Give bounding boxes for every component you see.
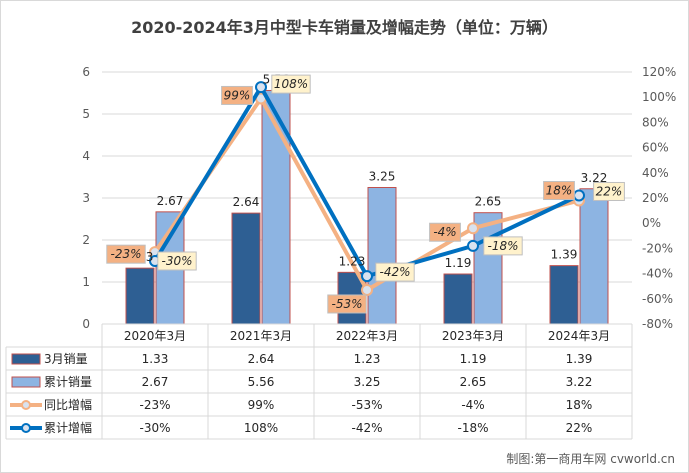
legend-label: 累计增幅	[44, 420, 92, 435]
table-cell: 22%	[566, 421, 593, 435]
x-tick-label: 2024年3月	[548, 329, 610, 343]
data-label-cumulative-sales: 2.65	[475, 195, 502, 209]
data-label-cumulative-growth-box	[375, 262, 415, 282]
legend-key-marker	[21, 423, 31, 433]
data-label-monthly-sales: 1.19	[445, 256, 472, 270]
legend-label: 累计销量	[44, 375, 92, 389]
y-left-tick-label: 1	[82, 275, 90, 289]
legend-key-marker	[21, 400, 31, 410]
legend-key-bar	[11, 376, 41, 388]
data-label-yoy-growth-box	[106, 244, 146, 264]
line-yoy-growth	[153, 96, 580, 292]
line-cumulative-growth-point	[255, 81, 267, 94]
y-right-tick-label: 120%	[642, 65, 676, 79]
bar-cumulative-sales	[579, 188, 609, 325]
table-cell: -30%	[139, 421, 170, 435]
data-label-yoy-growth: 99%	[224, 88, 251, 102]
y-right-tick-label: 0%	[642, 216, 661, 230]
data-label-yoy-growth-box	[221, 85, 253, 105]
x-tick-label: 2022年3月	[336, 329, 398, 343]
bar-monthly-sales	[125, 267, 155, 325]
bar-monthly-sales	[231, 212, 261, 325]
line-yoy-growth-point	[467, 222, 479, 235]
data-label-monthly-sales: 1.39	[551, 248, 578, 262]
table-cell: 99%	[248, 398, 275, 412]
data-label-monthly-sales: 1.23	[339, 254, 366, 268]
data-label-yoy-growth: -53%	[331, 297, 362, 311]
table-cell: -4%	[461, 398, 484, 412]
table-cell: 2.65	[460, 375, 487, 389]
bar-monthly-sales	[549, 265, 579, 325]
y-right-tick-label: -60%	[642, 292, 673, 306]
line-cumulative-growth-point	[573, 189, 585, 202]
x-tick-label: 2023年3月	[442, 329, 504, 343]
data-label-cumulative-sales: 3.22	[581, 171, 608, 185]
y-left-tick-label: 3	[82, 191, 90, 205]
data-label-cumulative-growth: -30%	[161, 254, 192, 268]
chart-title: 2020-2024年3月中型卡车销量及增幅走势（单位：万辆）	[131, 18, 558, 37]
y-left-tick-label: 2	[82, 233, 90, 247]
table-cell: 2.67	[142, 375, 169, 389]
data-label-cumulative-growth-box	[593, 181, 625, 201]
data-label-yoy-growth-box	[543, 181, 575, 201]
x-tick-label: 2020年3月	[124, 329, 186, 343]
y-left-tick-label: 0	[82, 317, 90, 331]
y-right-tick-label: -40%	[642, 267, 673, 281]
table-cell: 3.25	[354, 375, 381, 389]
y-right-tick-label: 100%	[642, 90, 676, 104]
data-label-yoy-growth: 18%	[546, 184, 573, 198]
table-cell: 3.22	[566, 375, 593, 389]
table-cell: 108%	[244, 421, 278, 435]
y-right-tick-label: 60%	[642, 141, 669, 155]
legend-key-bar	[11, 353, 41, 365]
data-label-yoy-growth-box	[327, 294, 367, 314]
bar-monthly-sales	[443, 273, 473, 325]
data-label-yoy-growth-box	[429, 222, 461, 242]
data-label-cumulative-sales: 2.67	[157, 194, 184, 208]
data-label-cumulative-growth: -18%	[487, 239, 518, 253]
table-cell: 18%	[566, 398, 593, 412]
data-label-cumulative-growth-box	[271, 74, 311, 94]
data-label-cumulative-growth-box	[483, 236, 523, 256]
data-label-yoy-growth: -23%	[110, 247, 141, 261]
line-yoy-growth-point	[361, 283, 373, 296]
table-cell: -18%	[457, 421, 488, 435]
table-cell: -42%	[351, 421, 382, 435]
data-label-yoy-growth: -4%	[433, 225, 456, 239]
data-label-monthly-sales: 2.64	[233, 195, 260, 209]
x-tick-label: 2021年3月	[230, 329, 292, 343]
legend-label: 3月销量	[44, 352, 88, 366]
y-left-tick-label: 5	[82, 107, 90, 121]
table-cell: 1.33	[142, 352, 169, 366]
y-right-tick-label: 20%	[642, 191, 669, 205]
data-label-cumulative-growth: 22%	[596, 184, 623, 198]
y-right-tick-label: 80%	[642, 115, 669, 129]
bar-cumulative-sales	[367, 187, 397, 325]
y-left-tick-label: 4	[82, 149, 90, 163]
y-right-tick-label: -80%	[642, 317, 673, 331]
table-cell: 1.23	[354, 352, 381, 366]
data-label-cumulative-growth: 108%	[274, 77, 308, 91]
line-cumulative-growth-point	[467, 239, 479, 252]
table-cell: 5.56	[248, 375, 275, 389]
table-cell: -53%	[351, 398, 382, 412]
data-label-cumulative-sales: 3.25	[369, 170, 396, 184]
y-right-tick-label: 40%	[642, 166, 669, 180]
source-credit: 制图:第一商用车网 cvworld.cn	[506, 452, 675, 466]
table-cell: 1.39	[566, 352, 593, 366]
line-cumulative-growth-point	[361, 270, 373, 283]
y-left-tick-label: 6	[82, 65, 90, 79]
table-cell: -23%	[139, 398, 170, 412]
table-cell: 1.19	[460, 352, 487, 366]
data-label-cumulative-growth-box	[157, 251, 197, 271]
table-cell: 2.64	[248, 352, 275, 366]
data-label-cumulative-growth: -42%	[379, 265, 410, 279]
legend-label: 同比增幅	[44, 397, 92, 412]
y-right-tick-label: -20%	[642, 241, 673, 255]
